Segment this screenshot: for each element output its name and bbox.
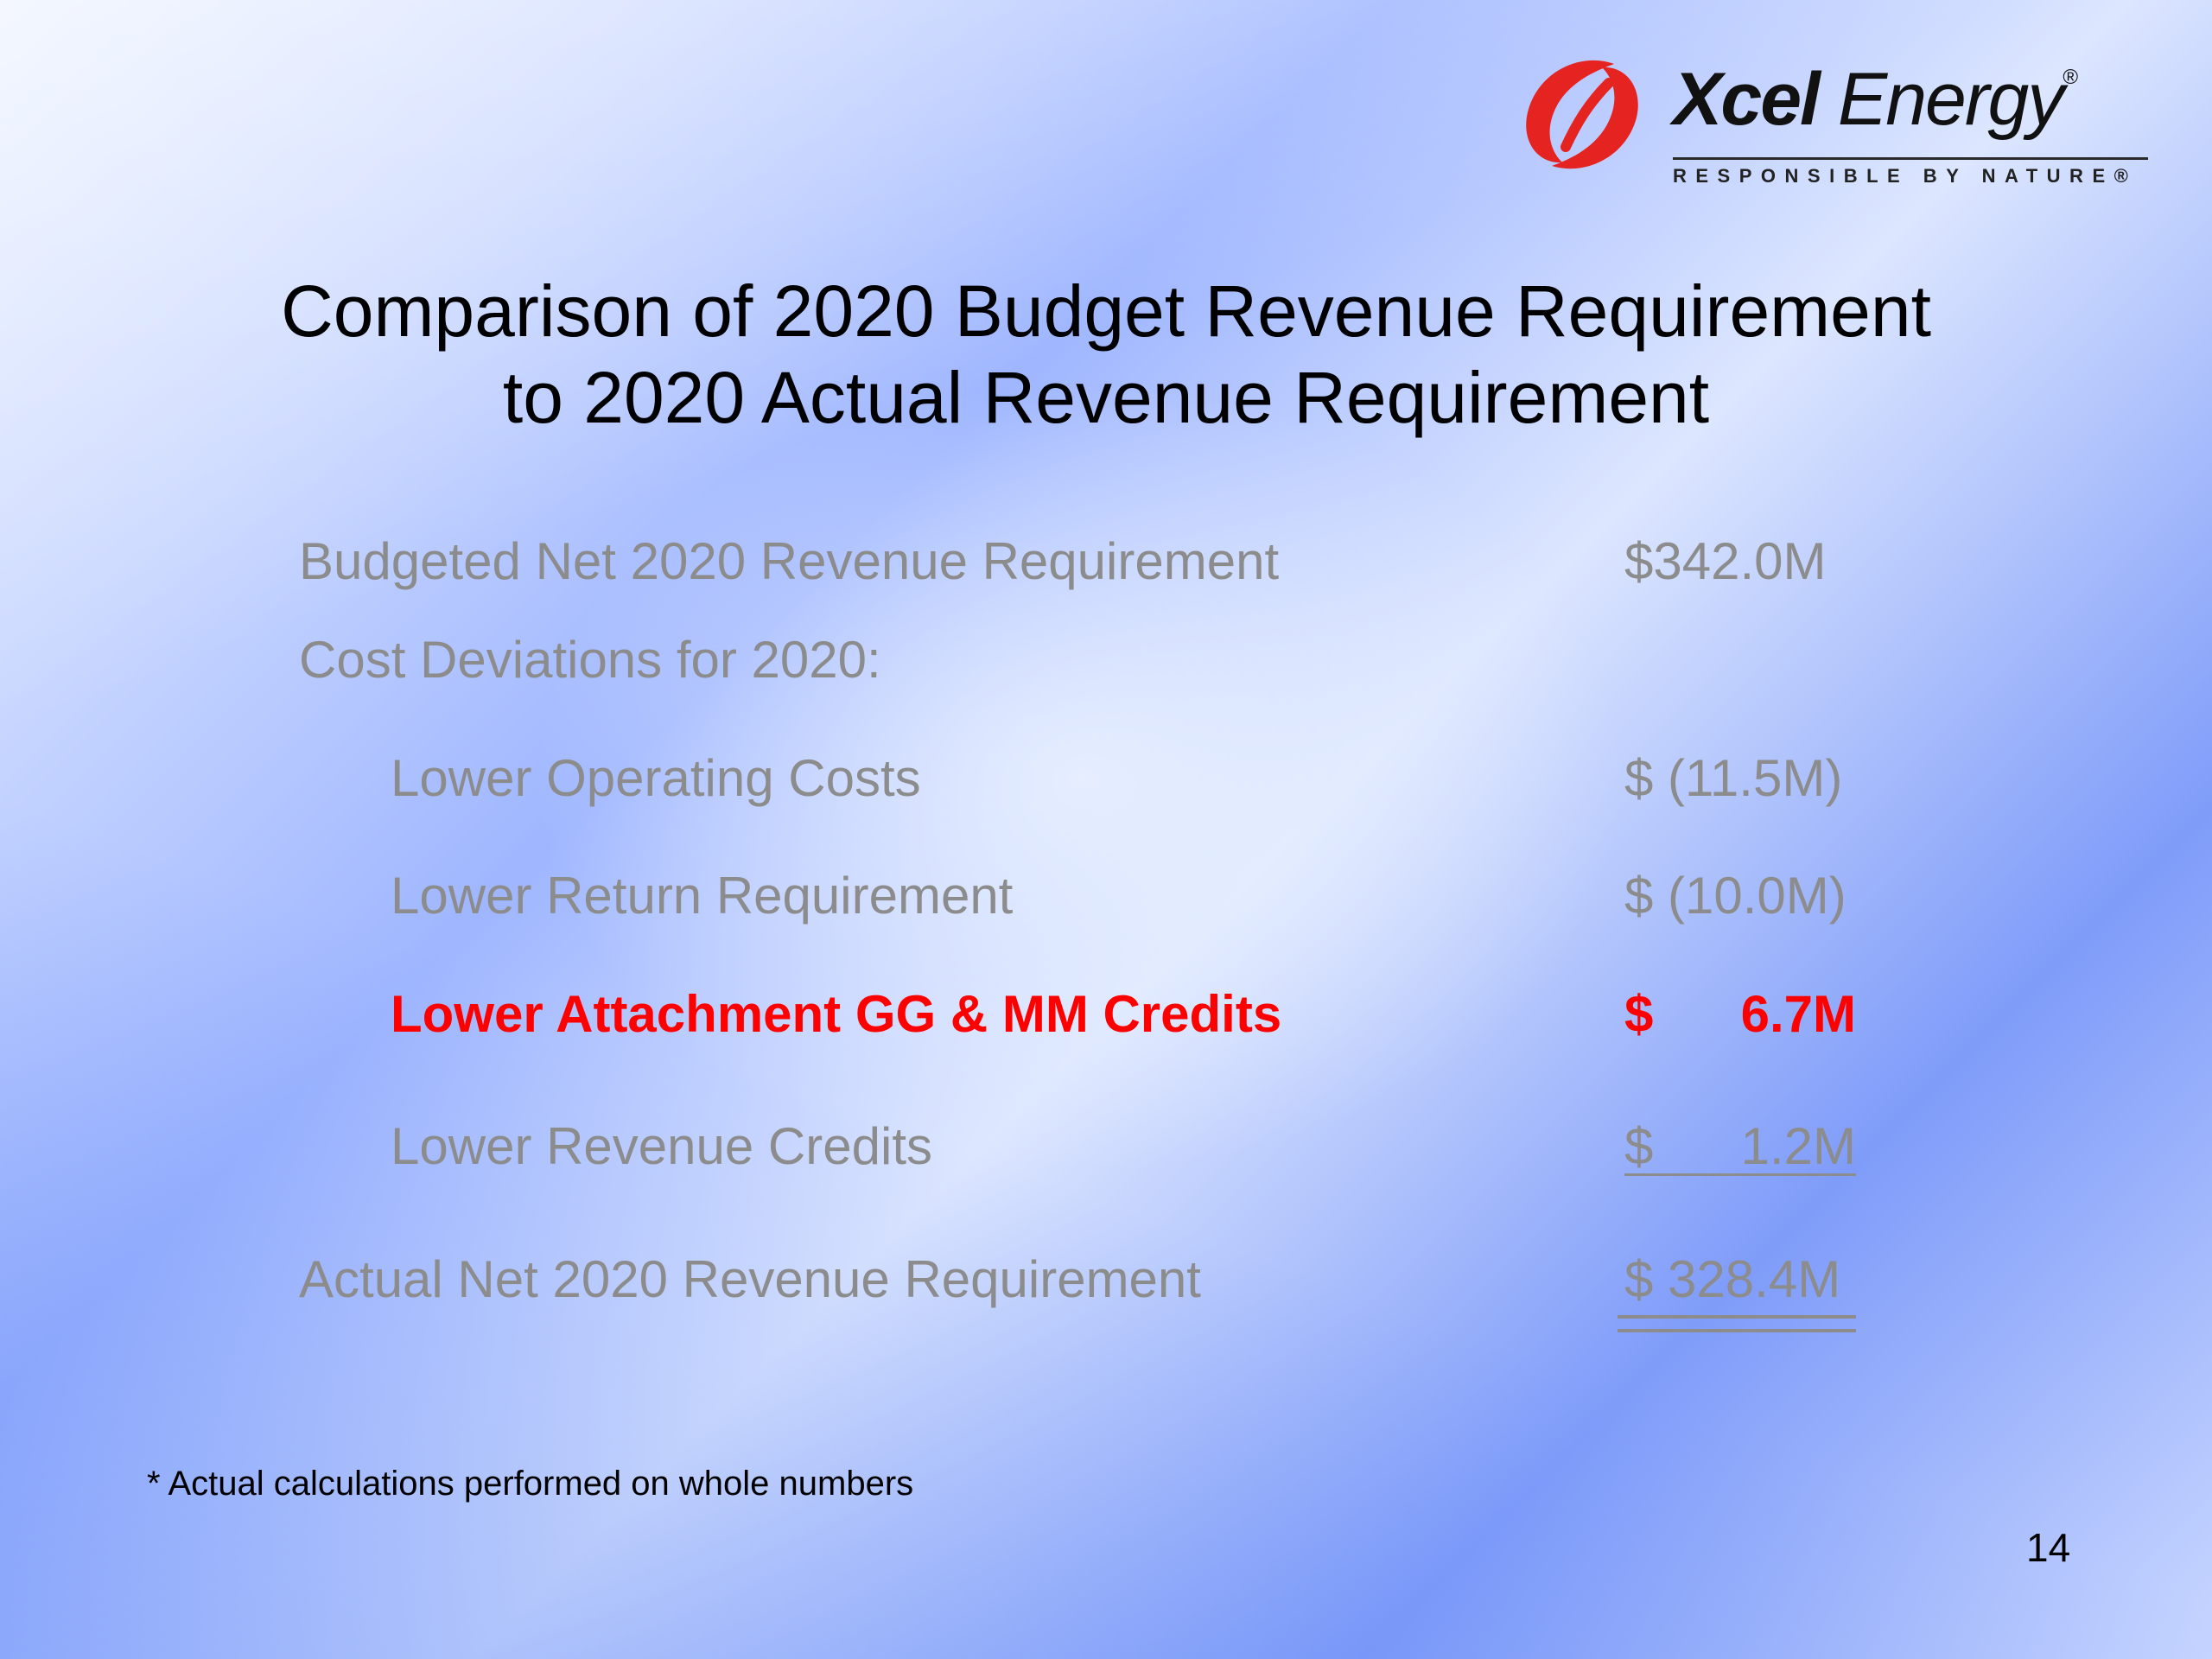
total-double-rule-bottom: [1618, 1329, 1856, 1332]
attachment-amount: 6.7M: [1740, 985, 1856, 1043]
title-line-1: Comparison of 2020 Budget Revenue Requir…: [281, 270, 1931, 352]
operating-costs-label: Lower Operating Costs: [391, 749, 921, 807]
attachment-credits-label: Lower Attachment GG & MM Credits: [391, 985, 1282, 1043]
return-requirement-label: Lower Return Requirement: [391, 867, 1014, 925]
slide-title: Comparison of 2020 Budget Revenue Requir…: [0, 268, 2212, 441]
return-requirement-value: $ (10.0M): [1624, 867, 1847, 925]
attachment-currency: $: [1624, 985, 1654, 1043]
xcel-energy-logo: Xcel Energy® RESPONSIBLE BY NATURE®: [1512, 45, 2152, 209]
title-line-2: to 2020 Actual Revenue Requirement: [502, 357, 1710, 438]
revenue-credits-value: $ 1.2M: [1624, 1116, 1856, 1176]
actual-value: $ 328.4M: [1624, 1250, 1841, 1308]
attachment-credits-value: $ 6.7M: [1624, 984, 1856, 1045]
revenue-credits-currency: $: [1624, 1117, 1654, 1175]
footnote: * Actual calculations performed on whole…: [147, 1465, 914, 1503]
logo-tagline: RESPONSIBLE BY NATURE®: [1673, 157, 2148, 188]
operating-costs-value: $ (11.5M): [1624, 749, 1843, 807]
logo-wordmark: Xcel Energy®: [1673, 58, 2078, 141]
actual-label: Actual Net 2020 Revenue Requirement: [299, 1250, 1201, 1308]
xcel-swirl-icon: [1526, 60, 1638, 169]
revenue-credits-label: Lower Revenue Credits: [391, 1117, 932, 1175]
budgeted-label: Budgeted Net 2020 Revenue Requirement: [299, 532, 1280, 590]
budgeted-value: $342.0M: [1624, 532, 1827, 590]
revenue-credits-amount: 1.2M: [1740, 1117, 1856, 1175]
page-number: 14: [2026, 1525, 2071, 1570]
total-double-rule-top: [1618, 1315, 1856, 1319]
cost-deviations-header: Cost Deviations for 2020:: [299, 631, 881, 689]
